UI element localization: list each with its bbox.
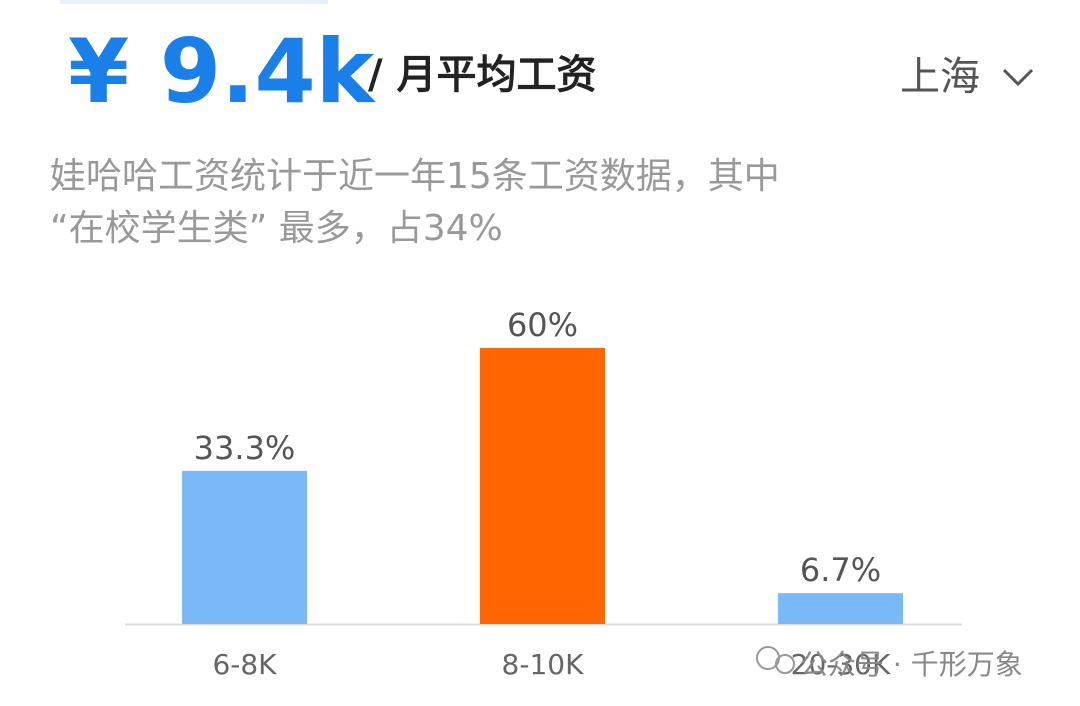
bar [182, 470, 307, 624]
value-label: 60% [507, 306, 578, 344]
watermark-text: 公众号 · 千形万象 [800, 648, 1023, 681]
value-label: 6.7% [800, 551, 881, 589]
description-line: “在校学生类” 最多，占34% [50, 208, 503, 249]
bar [778, 593, 903, 624]
bar [480, 348, 605, 624]
top-tab [60, 0, 328, 4]
price-unit: / 月平均工资 [368, 52, 597, 98]
watermark: 公众号 · 千形万象 [756, 646, 1023, 681]
value-label: 33.3% [194, 429, 296, 467]
watermark-icon [775, 654, 795, 674]
x-tick-label: 8-10K [502, 648, 585, 681]
x-tick-label: 6-8K [212, 648, 277, 681]
x-tick-label: 20-30K [791, 648, 891, 681]
city[interactable]: 上海 [900, 54, 980, 100]
price: ¥ 9.4k [68, 20, 377, 123]
description-line: 娃哈哈工资统计于近一年15条工资数据，其中 [50, 156, 780, 197]
chevron[interactable] [1002, 68, 1034, 87]
